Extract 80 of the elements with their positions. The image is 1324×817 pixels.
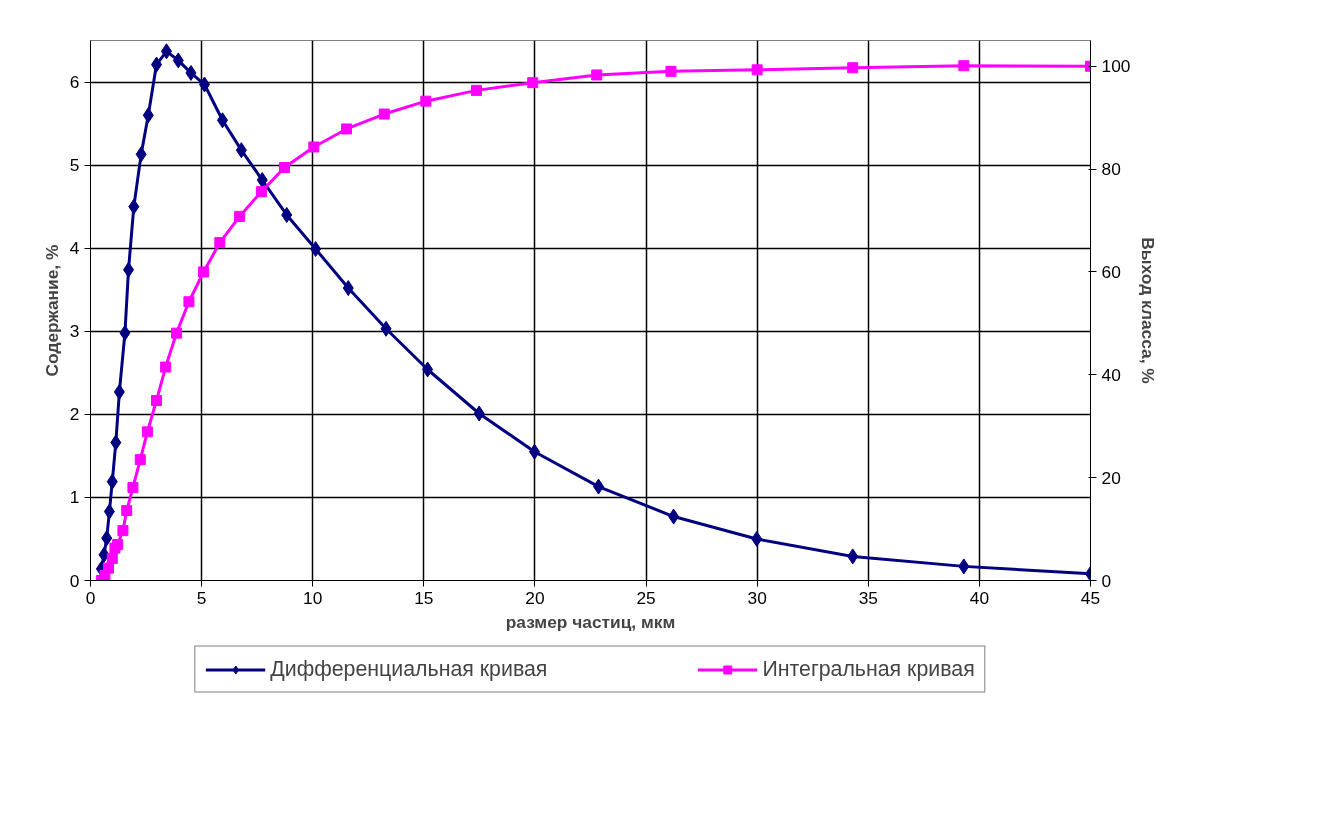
point bbox=[256, 172, 268, 189]
y2-tick-label: 0 bbox=[1101, 570, 1112, 591]
point bbox=[117, 525, 129, 537]
point bbox=[141, 426, 153, 438]
point bbox=[103, 562, 114, 574]
legend-label: Интегральная кривая bbox=[762, 656, 975, 682]
point bbox=[591, 69, 603, 81]
x-tick-label: 15 bbox=[414, 587, 434, 608]
point bbox=[847, 548, 859, 565]
point bbox=[958, 60, 970, 72]
point bbox=[110, 434, 122, 451]
y-tick-label: 6 bbox=[69, 72, 80, 93]
point bbox=[183, 296, 195, 308]
point bbox=[235, 142, 247, 159]
point bbox=[279, 162, 290, 174]
y2-tick-label: 40 bbox=[1101, 364, 1121, 385]
point bbox=[527, 77, 539, 89]
point bbox=[160, 361, 172, 373]
point bbox=[473, 405, 485, 422]
x-tick-label: 25 bbox=[636, 587, 656, 608]
y-tick-label: 4 bbox=[69, 238, 80, 259]
point bbox=[185, 64, 197, 81]
point bbox=[471, 84, 482, 96]
point bbox=[113, 383, 125, 400]
point bbox=[172, 52, 184, 69]
point bbox=[958, 558, 970, 575]
point bbox=[310, 241, 322, 258]
point bbox=[112, 539, 124, 550]
point bbox=[751, 64, 763, 76]
point bbox=[378, 108, 390, 120]
point bbox=[420, 95, 432, 107]
point bbox=[121, 505, 133, 517]
x-tick-label: 40 bbox=[969, 587, 990, 608]
point bbox=[380, 320, 392, 337]
x-axis-title: размер частиц, мкм bbox=[505, 611, 676, 632]
point bbox=[98, 546, 110, 563]
x-tick-label: 10 bbox=[303, 587, 323, 608]
point bbox=[198, 266, 210, 278]
point bbox=[103, 503, 115, 520]
point bbox=[119, 324, 131, 341]
legend-label: Дифференциальная кривая bbox=[270, 656, 548, 682]
y-axis-title: Содержание, % bbox=[41, 244, 62, 377]
y-tick-label: 1 bbox=[69, 487, 80, 508]
point bbox=[341, 123, 352, 135]
point bbox=[214, 237, 226, 249]
y2-axis-title: Выход класса, % bbox=[1138, 237, 1159, 384]
point bbox=[308, 141, 320, 153]
point bbox=[665, 65, 677, 77]
point bbox=[134, 454, 146, 466]
point bbox=[151, 395, 162, 406]
point bbox=[422, 361, 434, 378]
y2-tick-label: 20 bbox=[1101, 467, 1121, 488]
point bbox=[751, 530, 763, 547]
point bbox=[847, 62, 859, 74]
point bbox=[127, 481, 139, 493]
point bbox=[128, 198, 140, 215]
point bbox=[668, 508, 680, 525]
y2-tick-label: 80 bbox=[1101, 159, 1121, 180]
y-tick-label: 0 bbox=[69, 570, 80, 591]
x-tick-label: 5 bbox=[196, 587, 207, 608]
x-tick-label: 35 bbox=[858, 587, 878, 608]
point bbox=[135, 146, 147, 163]
point bbox=[281, 206, 293, 223]
point bbox=[106, 552, 118, 564]
x-tick-label: 20 bbox=[525, 587, 545, 608]
point bbox=[255, 186, 267, 198]
x-tick-label: 45 bbox=[1080, 587, 1101, 608]
y-tick-label: 2 bbox=[69, 404, 80, 425]
x-tick-label: 0 bbox=[85, 587, 96, 608]
point bbox=[142, 107, 154, 124]
y-tick-label: 5 bbox=[69, 155, 80, 176]
y2-tick-label: 100 bbox=[1101, 56, 1131, 77]
point bbox=[101, 530, 113, 547]
y2-tick-label: 60 bbox=[1101, 261, 1121, 282]
point bbox=[342, 280, 354, 297]
point bbox=[171, 327, 182, 339]
point bbox=[106, 473, 118, 490]
y-tick-label: 3 bbox=[69, 321, 80, 342]
x-tick-label: 30 bbox=[747, 587, 767, 608]
point bbox=[234, 210, 246, 222]
